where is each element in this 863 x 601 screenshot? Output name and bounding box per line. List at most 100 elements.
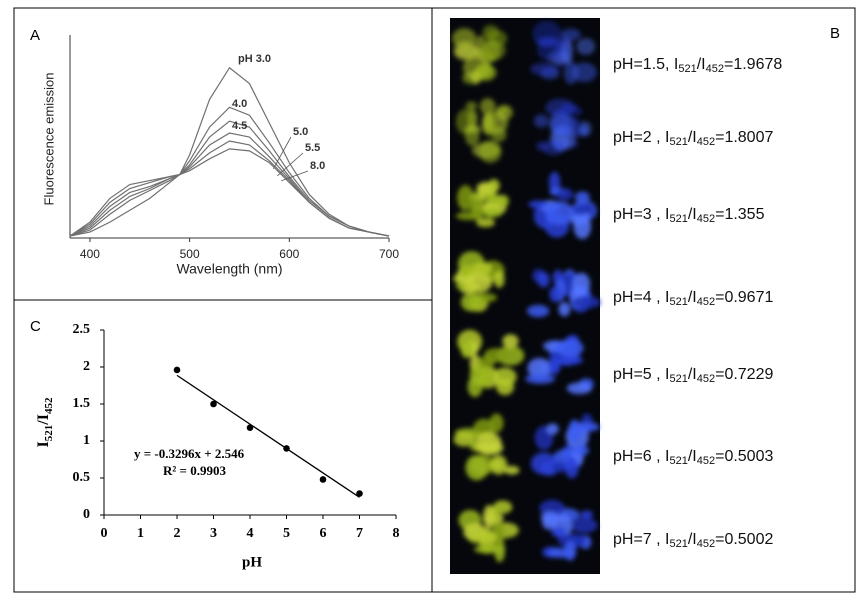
curve (69, 66, 390, 237)
label-part: 521 (669, 373, 687, 385)
blob (492, 526, 505, 551)
label-part: 521 (669, 136, 687, 148)
blob (472, 384, 483, 394)
blob (556, 188, 574, 201)
x-tick-label: 700 (379, 247, 399, 261)
ratio-label: pH=7 , I521/I452=0.5002 (613, 531, 773, 550)
x-tick-label: 400 (80, 247, 100, 261)
blob (576, 38, 596, 56)
x-tick-label: 7 (356, 526, 363, 541)
blob (576, 125, 589, 137)
y-axis-label-part: 452 (43, 397, 55, 414)
blob (453, 432, 476, 447)
x-axis-label: pH (242, 554, 262, 570)
y-axis-label-part: I (35, 441, 52, 447)
ratio-label: pH=4 , I521/I452=0.9671 (613, 289, 773, 308)
label-part: pH=5 , I (613, 366, 669, 383)
blob (528, 200, 548, 209)
panel-label: B (830, 25, 840, 42)
label-part: /I (688, 366, 697, 383)
label-part: =0.7229 (715, 366, 773, 383)
label-part: 521 (669, 455, 687, 467)
x-tick-label: 6 (320, 526, 327, 541)
curve-label: 5.5 (305, 142, 320, 154)
label-part: pH=1.5, I (613, 56, 678, 73)
blob (460, 292, 483, 312)
blob (497, 194, 509, 207)
blob (465, 101, 478, 110)
blob (525, 373, 556, 384)
y-axis-label-part: /I (35, 414, 52, 426)
label-part: pH=6 , I (613, 448, 669, 465)
label-part: 521 (669, 213, 687, 225)
label-part: =0.5002 (715, 531, 773, 548)
blob (530, 62, 559, 76)
blob (504, 465, 520, 475)
blob (482, 207, 503, 218)
blob (483, 504, 496, 529)
micrograph (528, 171, 597, 240)
label-part: /I (697, 56, 706, 73)
label-part: /I (688, 206, 697, 223)
x-tick-label: 8 (393, 526, 400, 541)
blob (571, 517, 598, 534)
blob (502, 334, 519, 348)
blob (480, 40, 506, 61)
blob (487, 194, 500, 205)
blob (536, 39, 561, 61)
x-tick-label: 500 (180, 247, 200, 261)
micrograph (455, 179, 509, 228)
blob (495, 378, 515, 396)
y-tick-label: 2 (83, 359, 90, 374)
blob (464, 272, 493, 293)
blob (477, 356, 496, 368)
blob (465, 454, 489, 481)
curve-label: 8.0 (310, 160, 325, 172)
blob (564, 456, 579, 479)
micrograph (530, 20, 597, 85)
y-tick-label: 2.5 (73, 322, 91, 337)
x-tick-label: 600 (279, 247, 299, 261)
leader-line (273, 136, 292, 170)
blob (549, 114, 577, 136)
blob (526, 304, 550, 318)
label-part: 452 (697, 455, 715, 467)
label-part: =0.5003 (715, 448, 773, 465)
blob (482, 24, 499, 40)
x-tick-label: 1 (137, 526, 144, 541)
blob (561, 39, 574, 66)
label-part: /I (688, 531, 697, 548)
label-part: /I (688, 129, 697, 146)
micrograph (452, 24, 508, 85)
label-part: 521 (678, 63, 696, 75)
trendline-r2: R² = 0.9903 (163, 463, 226, 478)
blob (563, 61, 579, 85)
label-part: pH=7 , I (613, 531, 669, 548)
panel-label: A (30, 27, 40, 44)
micrograph (455, 98, 513, 163)
x-tick-label: 3 (210, 526, 217, 541)
ratio-label: pH=6 , I521/I452=0.5003 (613, 448, 773, 467)
y-tick-label: 0 (83, 507, 90, 522)
blob (549, 286, 562, 303)
point (210, 400, 217, 408)
blob (474, 64, 497, 82)
micrograph (457, 329, 525, 398)
panel-label: C (30, 318, 41, 335)
micrograph (525, 334, 594, 395)
label-part: =1.9678 (724, 56, 782, 73)
curve-label: pH 3.0 (238, 53, 271, 65)
y-tick-label: 1.5 (73, 396, 91, 411)
blob (564, 541, 577, 561)
label-part: 521 (669, 538, 687, 550)
blob (470, 198, 484, 220)
y-tick-label: 0.5 (73, 470, 91, 485)
label-part: pH=3 , I (613, 206, 669, 223)
label-part: 452 (706, 63, 724, 75)
blob (557, 533, 587, 548)
ratio-label: pH=1.5, I521/I452=1.9678 (613, 56, 782, 75)
label-part: =1.355 (715, 206, 764, 223)
blob (493, 270, 505, 288)
blob (571, 62, 597, 83)
label-part: 452 (697, 136, 715, 148)
